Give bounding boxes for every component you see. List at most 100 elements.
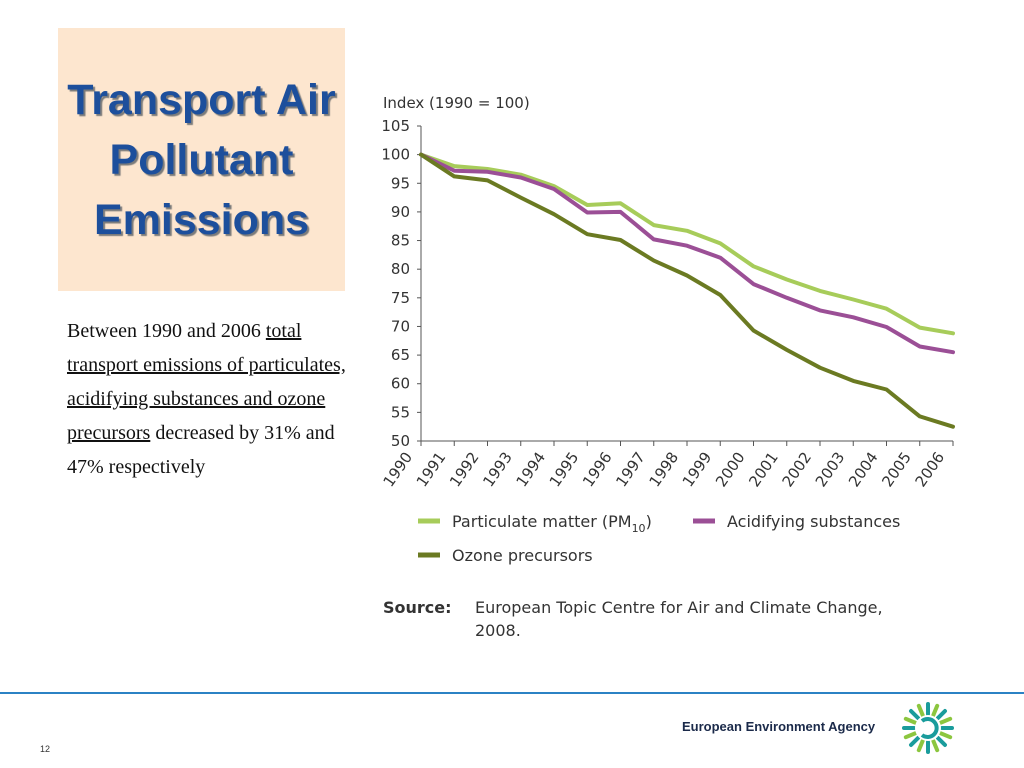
y-tick-label: 55 [391,403,410,421]
data-point [486,168,489,170]
data-point [586,204,588,206]
x-tick-label: 2004 [845,449,882,491]
agency-name: European Environment Agency [682,719,876,734]
footer-divider [0,692,1024,694]
data-point [719,257,721,259]
x-tick-label: 2005 [878,449,915,491]
data-point [719,242,721,245]
data-point [653,224,655,226]
data-point [952,351,954,353]
x-tick-label: 2003 [812,449,849,491]
data-point [553,213,555,215]
y-tick-label: 75 [391,289,410,307]
chart-legend: Particulate matter (PM10) Acidifying subs… [418,512,900,565]
y-tick-label: 80 [391,260,410,278]
y-tick-label: 90 [391,203,410,221]
chart-series [419,152,955,429]
data-point [786,297,788,299]
y-tick-label: 105 [381,117,410,135]
y-tick-label: 50 [391,432,410,450]
body-text-tail: decreased by 31% and 47% respectively [67,422,335,478]
data-point [686,274,688,277]
data-point [520,196,522,199]
data-point [786,349,788,351]
page-number: 12 [40,744,51,754]
data-point [453,170,455,172]
data-point [852,380,854,382]
chart-source: Source: European Topic Centre for Air and… [383,598,883,640]
source-text-line2: 2008. [475,621,521,640]
x-tick-label: 1994 [513,449,550,491]
x-tick-label: 2000 [712,449,749,491]
data-point [520,176,522,179]
data-point [586,211,588,214]
x-tick-label: 1999 [679,449,716,491]
data-point [619,202,622,204]
data-point [819,290,821,292]
emissions-line-chart: Index (1990 = 100) 105 100 95 90 85 80 75 70 65 60… [380,94,955,640]
y-tick-label: 100 [381,146,410,164]
x-tick-label: 1998 [646,449,683,491]
data-point [619,211,622,213]
y-axis-label: Index (1990 = 100) [383,94,530,112]
data-point [453,165,455,167]
data-point [919,345,921,348]
data-point [486,179,489,182]
data-point [420,154,422,156]
data-point [586,233,588,235]
data-point [852,298,854,301]
x-tick-label: 1992 [446,449,483,491]
data-point [885,308,888,310]
data-point [752,283,755,285]
data-point [520,174,522,176]
data-point [952,332,954,334]
y-tick-label: 70 [391,317,410,335]
data-point [653,259,655,262]
data-point [619,239,622,241]
x-tick-label: 2006 [912,449,949,491]
y-tick-label: 60 [391,375,410,393]
legend-label: Particulate matter (PM10) [452,512,652,535]
source-label: Source: [383,598,452,617]
data-point [719,294,721,296]
x-tick-label: 1991 [413,449,450,491]
data-point [752,265,755,267]
x-tick-label: 1990 [380,449,417,491]
data-point [553,185,555,187]
y-tick-label: 85 [391,232,410,250]
legend-label: Acidifying substances [727,512,900,531]
data-point [486,171,489,173]
source-text-line1: European Topic Centre for Air and Climat… [475,598,883,617]
chart-axes: Index (1990 = 100) 105 100 95 90 85 80 75 70 65 60… [380,94,954,491]
slide-title: Transport Air Pollutant Emissions [67,75,336,244]
title-box: Transport Air Pollutant Emissions [58,28,345,291]
body-text: Between 1990 and 2006 total transport em… [67,314,357,484]
legend-label: Ozone precursors [452,546,593,565]
body-text-emphasis: total transport emissions of particulate… [67,320,346,444]
data-point [885,388,888,391]
data-point [553,188,555,190]
data-point [786,278,788,281]
data-point [819,367,821,369]
data-point [686,230,688,232]
x-tick-label: 1997 [612,449,649,491]
x-tick-label: 1995 [546,449,583,491]
data-point [819,309,821,312]
data-point [686,245,688,247]
data-point [952,426,954,428]
data-point [852,316,854,318]
data-point [752,329,755,332]
y-tick-label: 95 [391,174,410,192]
series-line-3 [419,152,955,429]
x-tick-label: 1993 [479,449,516,491]
data-point [919,415,921,417]
x-tick-label: 1996 [579,449,616,491]
x-tick-label: 2002 [779,449,816,491]
data-point [653,238,655,240]
x-tick-label: 2001 [745,449,782,491]
eea-logo-icon [902,702,954,754]
data-point [885,326,888,328]
data-point [453,175,455,177]
data-point [919,327,921,329]
y-tick-label: 65 [391,346,410,364]
